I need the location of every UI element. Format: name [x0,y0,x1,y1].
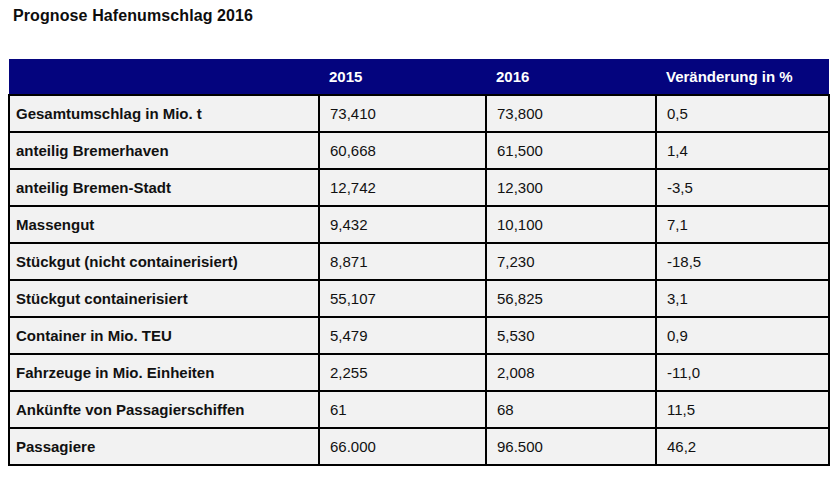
forecast-table: 2015 2016 Veränderung in % Gesamtumschla… [8,59,830,466]
value-change: -3,5 [656,169,829,206]
table-row: Stückgut (nicht containerisiert) 8,871 7… [9,243,829,280]
value-2016: 61,500 [486,132,656,169]
value-2016: 56,825 [486,280,656,317]
value-change: 11,5 [656,391,829,428]
table-row: Stückgut containerisiert 55,107 56,825 3… [9,280,829,317]
header-row: 2015 2016 Veränderung in % [9,59,829,95]
value-change: 1,4 [656,132,829,169]
value-change: 46,2 [656,428,829,465]
value-2016: 12,300 [486,169,656,206]
value-2015: 2,255 [319,354,486,391]
row-label: Massengut [9,206,319,243]
value-2016: 5,530 [486,317,656,354]
value-2016: 73,800 [486,95,656,132]
value-2016: 2,008 [486,354,656,391]
value-2015: 55,107 [319,280,486,317]
row-label: Gesamtumschlag in Mio. t [9,95,319,132]
page: Prognose Hafenumschlag 2016 2015 2016 Ve… [0,0,840,477]
header-cell-change: Veränderung in % [656,59,829,95]
header-cell-empty [9,59,319,95]
value-2015: 9,432 [319,206,486,243]
value-2016: 10,100 [486,206,656,243]
value-2016: 7,230 [486,243,656,280]
row-label: Stückgut containerisiert [9,280,319,317]
row-label: Stückgut (nicht containerisiert) [9,243,319,280]
value-change: -11,0 [656,354,829,391]
table-row: Container in Mio. TEU 5,479 5,530 0,9 [9,317,829,354]
row-label: Passagiere [9,428,319,465]
table-row: Gesamtumschlag in Mio. t 73,410 73,800 0… [9,95,829,132]
value-change: 3,1 [656,280,829,317]
header-cell-2016: 2016 [486,59,656,95]
row-label: Container in Mio. TEU [9,317,319,354]
value-change: 0,9 [656,317,829,354]
row-label: anteilig Bremen-Stadt [9,169,319,206]
value-2016: 68 [486,391,656,428]
value-2016: 96.500 [486,428,656,465]
row-label: Ankünfte von Passagierschiffen [9,391,319,428]
table-row: anteilig Bremen-Stadt 12,742 12,300 -3,5 [9,169,829,206]
value-2015: 12,742 [319,169,486,206]
table-row: anteilig Bremerhaven 60,668 61,500 1,4 [9,132,829,169]
value-change: 7,1 [656,206,829,243]
value-2015: 73,410 [319,95,486,132]
table-header: 2015 2016 Veränderung in % [9,59,829,95]
page-title: Prognose Hafenumschlag 2016 [13,7,253,25]
table-row: Fahrzeuge in Mio. Einheiten 2,255 2,008 … [9,354,829,391]
table-row: Passagiere 66.000 96.500 46,2 [9,428,829,465]
value-2015: 5,479 [319,317,486,354]
value-2015: 60,668 [319,132,486,169]
header-cell-2015: 2015 [319,59,486,95]
row-label: anteilig Bremerhaven [9,132,319,169]
table-row: Massengut 9,432 10,100 7,1 [9,206,829,243]
row-label: Fahrzeuge in Mio. Einheiten [9,354,319,391]
value-change: -18,5 [656,243,829,280]
table-body: Gesamtumschlag in Mio. t 73,410 73,800 0… [9,95,829,465]
value-2015: 66.000 [319,428,486,465]
value-change: 0,5 [656,95,829,132]
value-2015: 8,871 [319,243,486,280]
value-2015: 61 [319,391,486,428]
table-row: Ankünfte von Passagierschiffen 61 68 11,… [9,391,829,428]
